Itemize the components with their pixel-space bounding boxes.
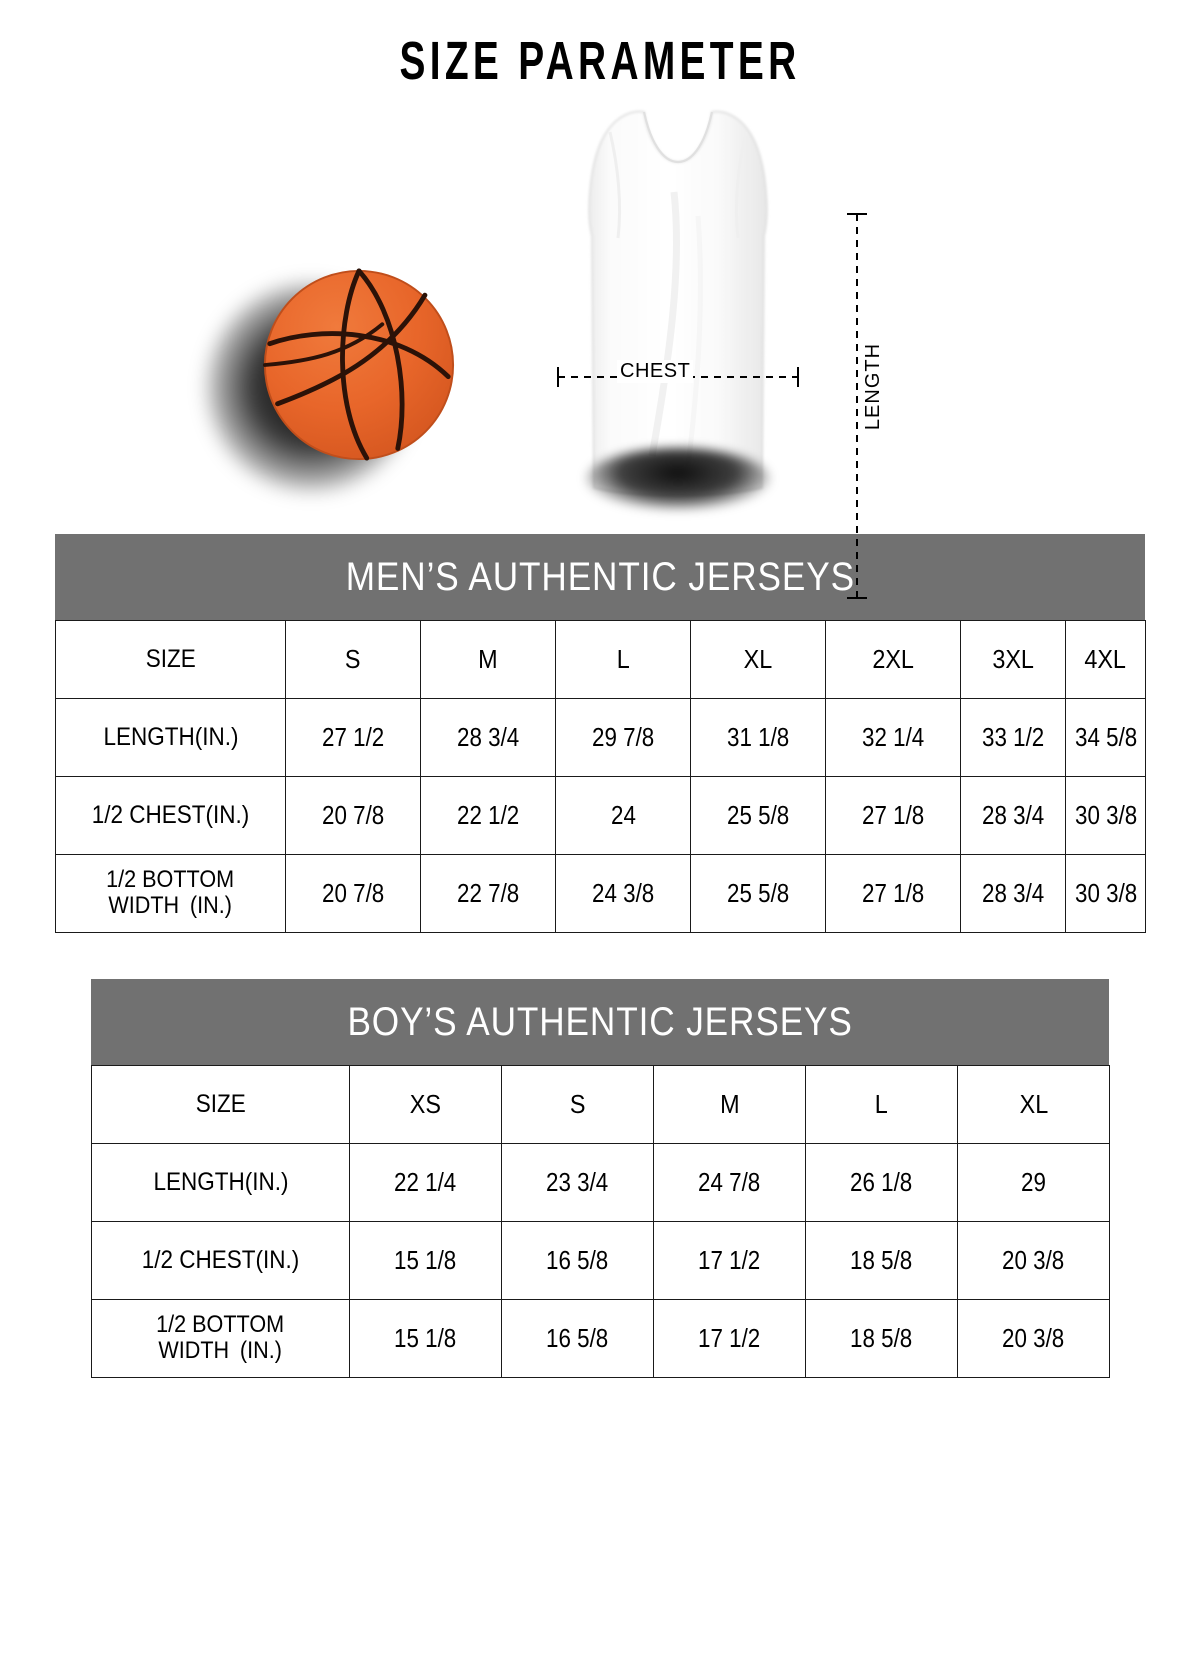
mens-length-m: 28 3/4 bbox=[420, 698, 556, 777]
boys-chest-m: 17 1/2 bbox=[653, 1221, 806, 1300]
bottom-width-line1: 1/2 BOTTOM bbox=[106, 865, 235, 893]
boys-chest-l: 18 5/8 bbox=[805, 1221, 958, 1300]
boys-col-s: S bbox=[501, 1065, 654, 1144]
mens-chest-4xl: 30 3/8 bbox=[1065, 776, 1146, 855]
mens-row-label-chest: 1/2 CHEST(IN.) bbox=[55, 776, 286, 855]
product-illustration: CHEST LENGTH bbox=[0, 88, 1200, 599]
mens-length-3xl: 33 1/2 bbox=[960, 698, 1066, 777]
table-row: LENGTH(IN.) 27 1/2 28 3/4 29 7/8 31 1/8 … bbox=[55, 698, 1146, 777]
boys-bottom-s: 16 5/8 bbox=[501, 1299, 654, 1378]
bottom-width-line2: WIDTH (IN.) bbox=[158, 1337, 283, 1365]
boys-length-l: 26 1/8 bbox=[805, 1143, 958, 1222]
boys-row-label-chest: 1/2 CHEST(IN.) bbox=[91, 1221, 350, 1300]
mens-bottom-s: 20 7/8 bbox=[285, 854, 421, 933]
mens-bottom-xl: 25 5/8 bbox=[690, 854, 826, 933]
boys-col-xs: XS bbox=[349, 1065, 502, 1144]
mens-col-m: M bbox=[420, 620, 556, 699]
table-row: 1/2 CHEST(IN.) 15 1/8 16 5/8 17 1/2 18 5… bbox=[91, 1221, 1110, 1300]
boys-col-l: L bbox=[805, 1065, 958, 1144]
boys-table-heading-text: BOY’S AUTHENTIC JERSEYS bbox=[347, 1000, 853, 1044]
basketball-illustration bbox=[200, 248, 480, 508]
mens-length-xl: 31 1/8 bbox=[690, 698, 826, 777]
mens-bottom-3xl: 28 3/4 bbox=[960, 854, 1066, 933]
mens-col-size: SIZE bbox=[55, 620, 286, 699]
mens-length-2xl: 32 1/4 bbox=[825, 698, 961, 777]
boys-size-table-block: BOY’S AUTHENTIC JERSEYS SIZE XS S M L XL… bbox=[91, 979, 1110, 1378]
mens-bottom-2xl: 27 1/8 bbox=[825, 854, 961, 933]
table-row: 1/2 BOTTOM WIDTH (IN.) 15 1/8 16 5/8 17 … bbox=[91, 1299, 1110, 1378]
mens-size-table-block: MEN’S AUTHENTIC JERSEYS SIZE S M L XL 2X… bbox=[55, 534, 1146, 933]
chest-measure-label: CHEST bbox=[617, 360, 694, 383]
boys-chest-xl: 20 3/8 bbox=[957, 1221, 1110, 1300]
length-measure-line bbox=[847, 213, 867, 599]
mens-bottom-l: 24 3/8 bbox=[555, 854, 691, 933]
table-row: 1/2 CHEST(IN.) 20 7/8 22 1/2 24 25 5/8 2… bbox=[55, 776, 1146, 855]
boys-table-heading: BOY’S AUTHENTIC JERSEYS bbox=[91, 979, 1109, 1065]
mens-length-4xl: 34 5/8 bbox=[1065, 698, 1146, 777]
boys-chest-s: 16 5/8 bbox=[501, 1221, 654, 1300]
jersey-shadow bbox=[586, 448, 770, 510]
mens-length-s: 27 1/2 bbox=[285, 698, 421, 777]
boys-col-m: M bbox=[653, 1065, 806, 1144]
boys-row-label-bottom-width: 1/2 BOTTOM WIDTH (IN.) bbox=[91, 1299, 350, 1378]
boys-length-m: 24 7/8 bbox=[653, 1143, 806, 1222]
boys-length-xs: 22 1/4 bbox=[349, 1143, 502, 1222]
boys-length-s: 23 3/4 bbox=[501, 1143, 654, 1222]
boys-col-xl: XL bbox=[957, 1065, 1110, 1144]
boys-row-label-length: LENGTH(IN.) bbox=[91, 1143, 350, 1222]
mens-chest-l: 24 bbox=[555, 776, 691, 855]
page-title: SIZE PARAMETER bbox=[399, 31, 801, 91]
mens-col-l: L bbox=[555, 620, 691, 699]
length-measure-label: LENGTH bbox=[860, 338, 888, 435]
boys-bottom-xl: 20 3/8 bbox=[957, 1299, 1110, 1378]
boys-size-table: SIZE XS S M L XL LENGTH(IN.) 22 1/4 23 3… bbox=[91, 1065, 1110, 1378]
mens-chest-s: 20 7/8 bbox=[285, 776, 421, 855]
basketball-icon bbox=[262, 268, 455, 461]
table-row-header: SIZE S M L XL 2XL 3XL 4XL bbox=[55, 620, 1146, 699]
boys-bottom-l: 18 5/8 bbox=[805, 1299, 958, 1378]
boys-length-xl: 29 bbox=[957, 1143, 1110, 1222]
mens-bottom-4xl: 30 3/8 bbox=[1065, 854, 1146, 933]
mens-table-heading: MEN’S AUTHENTIC JERSEYS bbox=[55, 534, 1145, 620]
mens-col-xl: XL bbox=[690, 620, 826, 699]
bottom-width-line1: 1/2 BOTTOM bbox=[156, 1310, 285, 1338]
mens-chest-2xl: 27 1/8 bbox=[825, 776, 961, 855]
bottom-width-line2: WIDTH (IN.) bbox=[108, 892, 233, 920]
mens-col-s: S bbox=[285, 620, 421, 699]
mens-col-3xl: 3XL bbox=[960, 620, 1066, 699]
mens-col-4xl: 4XL bbox=[1065, 620, 1146, 699]
mens-bottom-m: 22 7/8 bbox=[420, 854, 556, 933]
mens-length-l: 29 7/8 bbox=[555, 698, 691, 777]
mens-chest-xl: 25 5/8 bbox=[690, 776, 826, 855]
mens-chest-3xl: 28 3/4 bbox=[960, 776, 1066, 855]
boys-chest-xs: 15 1/8 bbox=[349, 1221, 502, 1300]
jersey-illustration bbox=[548, 96, 808, 516]
table-row: LENGTH(IN.) 22 1/4 23 3/4 24 7/8 26 1/8 … bbox=[91, 1143, 1110, 1222]
table-row: 1/2 BOTTOM WIDTH (IN.) 20 7/8 22 7/8 24 … bbox=[55, 854, 1146, 933]
mens-size-table: SIZE S M L XL 2XL 3XL 4XL LENGTH(IN.) 27… bbox=[55, 620, 1146, 933]
boys-bottom-xs: 15 1/8 bbox=[349, 1299, 502, 1378]
mens-col-2xl: 2XL bbox=[825, 620, 961, 699]
table-row-header: SIZE XS S M L XL bbox=[91, 1065, 1110, 1144]
mens-row-label-bottom-width: 1/2 BOTTOM WIDTH (IN.) bbox=[55, 854, 286, 933]
boys-col-size: SIZE bbox=[91, 1065, 350, 1144]
mens-row-label-length: LENGTH(IN.) bbox=[55, 698, 286, 777]
basketball-jersey-icon bbox=[588, 110, 768, 497]
mens-chest-m: 22 1/2 bbox=[420, 776, 556, 855]
boys-bottom-m: 17 1/2 bbox=[653, 1299, 806, 1378]
mens-table-heading-text: MEN’S AUTHENTIC JERSEYS bbox=[345, 555, 855, 599]
